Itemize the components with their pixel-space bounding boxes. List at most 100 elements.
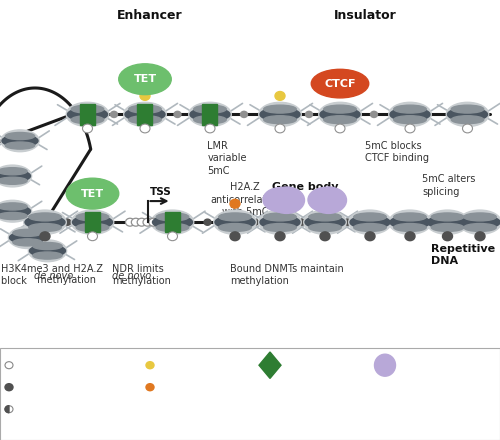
Ellipse shape <box>129 105 161 113</box>
Ellipse shape <box>6 132 34 139</box>
Circle shape <box>143 218 152 226</box>
Ellipse shape <box>305 216 345 229</box>
Ellipse shape <box>72 116 104 124</box>
Ellipse shape <box>354 224 386 231</box>
Circle shape <box>275 124 285 133</box>
Circle shape <box>320 232 330 241</box>
Ellipse shape <box>129 116 161 124</box>
Circle shape <box>275 232 285 241</box>
Ellipse shape <box>319 102 361 127</box>
Circle shape <box>460 219 468 225</box>
Ellipse shape <box>28 240 66 262</box>
Ellipse shape <box>219 224 252 231</box>
Text: methylation: methylation <box>34 275 96 285</box>
Circle shape <box>40 232 50 241</box>
Text: Repetitive
DNA: Repetitive DNA <box>431 244 495 266</box>
Ellipse shape <box>156 224 189 231</box>
Ellipse shape <box>311 69 369 98</box>
Ellipse shape <box>68 108 108 121</box>
Ellipse shape <box>214 210 256 234</box>
Circle shape <box>5 406 13 413</box>
Circle shape <box>424 219 431 225</box>
Circle shape <box>110 111 117 117</box>
Ellipse shape <box>428 216 468 229</box>
Circle shape <box>275 92 285 100</box>
Ellipse shape <box>124 102 166 127</box>
Circle shape <box>174 111 181 117</box>
Circle shape <box>230 232 240 241</box>
Ellipse shape <box>394 224 426 231</box>
Ellipse shape <box>394 213 426 221</box>
Ellipse shape <box>13 239 42 246</box>
FancyBboxPatch shape <box>0 348 500 440</box>
Ellipse shape <box>308 187 342 212</box>
Ellipse shape <box>374 354 396 376</box>
Ellipse shape <box>259 210 301 234</box>
Ellipse shape <box>446 102 489 127</box>
Ellipse shape <box>451 105 484 113</box>
Circle shape <box>88 232 98 241</box>
Text: H3K4me3 and H2A.Z
block: H3K4me3 and H2A.Z block <box>1 264 103 286</box>
Ellipse shape <box>390 108 430 121</box>
Ellipse shape <box>24 210 66 234</box>
Ellipse shape <box>194 116 226 124</box>
Circle shape <box>204 219 211 225</box>
Circle shape <box>140 124 150 133</box>
Text: H3K4me3: H3K4me3 <box>159 383 203 392</box>
Text: Variable CpG methylation: Variable CpG methylation <box>18 405 134 414</box>
Ellipse shape <box>0 200 32 222</box>
FancyBboxPatch shape <box>138 104 152 125</box>
Ellipse shape <box>464 213 496 221</box>
Text: 5mC blocks
CTCF binding: 5mC blocks CTCF binding <box>365 141 429 163</box>
Ellipse shape <box>66 102 109 127</box>
Circle shape <box>88 199 98 208</box>
Text: NDR limits: NDR limits <box>112 264 164 286</box>
Circle shape <box>252 219 258 225</box>
Circle shape <box>140 92 150 100</box>
Circle shape <box>370 111 378 117</box>
Ellipse shape <box>189 102 231 127</box>
Text: TET: TET <box>81 189 104 198</box>
Circle shape <box>405 232 415 241</box>
Ellipse shape <box>324 116 356 124</box>
Circle shape <box>64 219 71 225</box>
Circle shape <box>5 362 13 369</box>
Ellipse shape <box>264 116 296 124</box>
Circle shape <box>475 232 485 241</box>
Ellipse shape <box>72 210 114 234</box>
Circle shape <box>335 124 345 133</box>
Circle shape <box>82 124 92 133</box>
Ellipse shape <box>30 245 66 257</box>
Ellipse shape <box>350 216 390 229</box>
Ellipse shape <box>72 105 104 113</box>
Circle shape <box>205 124 215 133</box>
Ellipse shape <box>268 187 304 213</box>
Ellipse shape <box>431 213 464 221</box>
Ellipse shape <box>264 224 296 231</box>
Ellipse shape <box>29 224 61 231</box>
Ellipse shape <box>309 213 341 221</box>
Text: Unmethylated CpG: Unmethylated CpG <box>18 361 104 370</box>
Ellipse shape <box>390 216 430 229</box>
Text: LMR
variable
5mC: LMR variable 5mC <box>208 141 247 176</box>
Wedge shape <box>5 406 9 413</box>
Circle shape <box>137 218 146 226</box>
Ellipse shape <box>389 210 431 234</box>
Circle shape <box>146 384 154 391</box>
Ellipse shape <box>451 116 484 124</box>
FancyBboxPatch shape <box>165 212 180 232</box>
Ellipse shape <box>309 224 341 231</box>
Text: CTCF: CTCF <box>324 79 356 88</box>
Text: 5mC alters
splicing: 5mC alters splicing <box>422 175 476 197</box>
Text: de novo: de novo <box>112 271 152 281</box>
Ellipse shape <box>264 105 296 113</box>
Ellipse shape <box>1 130 39 152</box>
Ellipse shape <box>304 210 346 234</box>
Circle shape <box>344 219 351 225</box>
Circle shape <box>365 232 375 241</box>
Ellipse shape <box>6 142 34 149</box>
Ellipse shape <box>0 205 30 217</box>
Ellipse shape <box>0 170 30 182</box>
Polygon shape <box>259 352 281 378</box>
Ellipse shape <box>156 213 189 221</box>
